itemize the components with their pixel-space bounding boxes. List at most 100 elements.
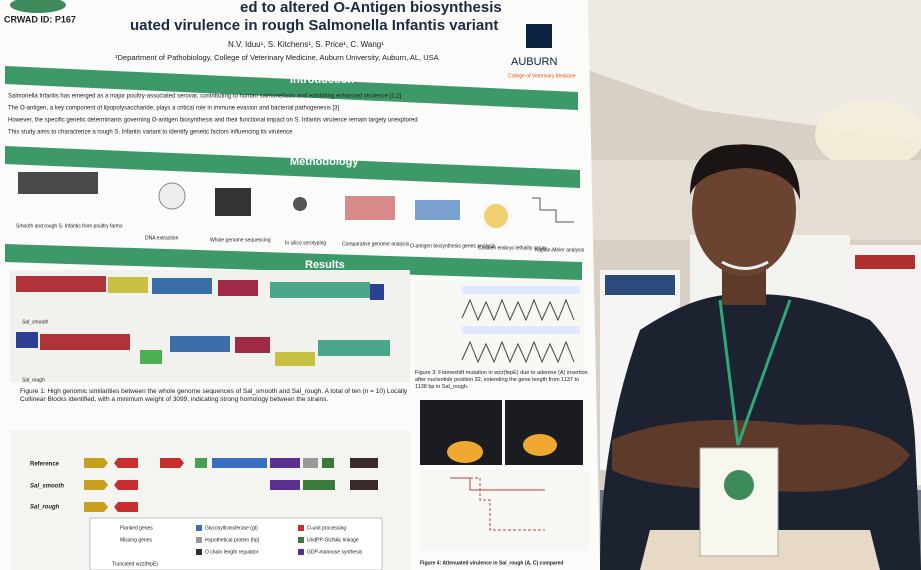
legend-swatch [196,525,202,531]
genome-block [235,337,270,353]
gene-arrow [160,458,184,468]
gene-arrow [350,480,378,490]
method-step: Kaplan-Meier analysis [535,247,585,253]
auburn-logo [526,24,552,48]
genome-block [275,352,315,366]
method-step: DNA extraction [145,235,179,241]
method-step: Whole genome sequencing [210,237,271,243]
legend-swatch [196,549,202,555]
section-heading: Results [305,259,345,271]
person [600,144,921,570]
method-step: Comparative genome analysis [342,241,410,247]
legend-swatch [196,537,202,543]
egg-icon [484,204,508,228]
gene-arrow [303,458,318,468]
chromatogram [461,298,575,322]
intro-bullet: However, the specific genetic determinan… [8,118,418,124]
gene-arrow [212,458,267,468]
figure3-caption-box: Figure 3: Frameshift mutation in wzz(fep… [415,370,588,390]
farm-icon [18,172,98,194]
legend-entry: O-unit processing [307,525,346,531]
method-step: Smooth and rough S. Infantis from poultr… [16,223,123,229]
legend-entry: UndPP-GlcNAc linkage [307,537,359,543]
egg-glow [447,441,483,463]
genome-block [16,332,38,348]
intro-bullet: Salmonella Infantis has emerged as a maj… [8,94,402,100]
genome-block [170,336,230,352]
legend-swatch [298,525,304,531]
genome-block [218,280,258,296]
title: uated virulence in rough Salmonella Infa… [130,17,498,34]
background-poster-header [605,275,675,295]
gene-arrow [270,458,300,468]
background-poster-header [855,255,915,269]
chandelier [815,100,921,170]
smile [721,260,769,270]
genome-block [16,276,106,292]
sequencer-icon [215,188,251,216]
authors: N.V. Iduu¹, S. Kitchens¹, S. Price¹, C. … [228,40,384,49]
figure4-chart [420,470,590,550]
gene-arrows [84,458,378,512]
genome-icon [345,196,395,220]
intro-bullet: This study aims to characterize a rough … [8,130,293,136]
legend-swatch [298,549,304,555]
genome-block [140,350,162,364]
genome-block [40,334,130,350]
gene-arrow [350,458,378,468]
affiliation: ¹Department of Pathobiology, College of … [115,53,439,62]
km-icon [532,197,574,223]
legend-entry: Glycosyltransferase (gt) [205,525,258,531]
chromatogram [461,340,575,364]
figure1-caption: Figure 1: High genomic similarities betw… [20,388,408,403]
row-label: Sal_smooth [30,484,64,490]
gene-arrow [114,458,138,468]
ceiling [560,0,921,140]
section-heading: Introduction [290,74,354,86]
face [692,144,796,276]
figure1-caption-box: Figure 1: High genomic similarities betw… [20,388,408,403]
gene-arrow [322,458,334,468]
track-label: Sal_rough [22,377,45,383]
figure4-caption: Figure 4: Attenuated virulence in Sal_ro… [420,560,563,566]
badge [699,447,779,557]
genome-block [318,340,390,356]
track-label: Sal_smooth [22,319,49,325]
logo-sub: College of Veterinary Medicine [508,73,576,79]
method-step: O-antigen biosynthesis genes analysis [410,243,496,249]
genome-block [108,277,148,293]
legend-entry: Missing genes [120,537,152,543]
lanyard [718,299,792,446]
method-step: Chicken embryo lethality assay [478,245,547,251]
intro-bullet: The O-antigen, a key component of lipopo… [8,106,340,112]
gene-arrow [84,458,108,468]
logo-name: AUBURN [511,56,558,68]
legend-entry: Truncated wzz(fepE) [112,561,158,567]
genome-block [370,284,384,300]
legend-box [89,517,383,570]
legend-swatch [298,537,304,543]
section-bar [5,146,580,188]
crwad-logo [10,0,66,13]
hair [690,144,800,200]
legend-entry: O chain length regulator [205,549,259,555]
poster-id: CRWAD ID: P167 [4,14,76,24]
sequence-row [462,326,580,334]
serotype-icon [293,197,307,211]
section-bar [5,66,578,110]
genes-icon [415,200,460,220]
row-label: Reference [30,462,60,468]
gene-arrow [114,480,138,490]
section-bar [5,244,582,280]
gene-arrow [84,480,108,490]
genome-block [270,282,370,298]
method-step: In silico serotyping [285,240,326,246]
gene-arrow [270,480,300,490]
survival-curve [450,477,545,531]
figure3-panel [415,280,585,370]
title: ed to altered O-Antigen biosynthesis [240,0,502,16]
legend-entry: Hypothetical protein (hp) [205,537,260,543]
gene-arrow [195,458,207,468]
